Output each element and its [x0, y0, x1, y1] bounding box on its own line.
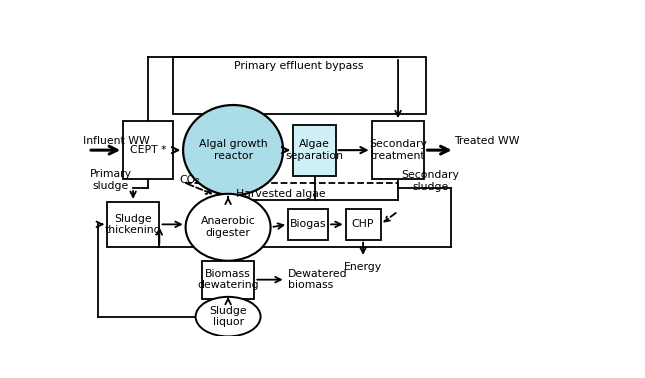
Ellipse shape: [186, 194, 271, 261]
Bar: [107, 202, 159, 247]
Text: Sludge
liquor: Sludge liquor: [209, 306, 247, 327]
Text: Biomass
dewatering: Biomass dewatering: [197, 269, 259, 290]
Text: Energy: Energy: [344, 262, 382, 272]
Bar: [288, 209, 328, 240]
Text: Primary effluent bypass: Primary effluent bypass: [234, 61, 364, 71]
Bar: [293, 125, 336, 176]
Bar: [123, 121, 173, 179]
Text: CO₂: CO₂: [179, 175, 200, 185]
Text: Primary
sludge: Primary sludge: [90, 169, 132, 191]
Bar: [202, 261, 254, 299]
Text: Biogas: Biogas: [290, 219, 326, 229]
Text: Treated WW: Treated WW: [455, 136, 520, 146]
Ellipse shape: [195, 297, 261, 336]
Bar: [173, 57, 426, 114]
Text: Dewatered
biomass: Dewatered biomass: [288, 269, 348, 290]
Text: Algae
separation: Algae separation: [286, 139, 344, 161]
Text: Influent WW: Influent WW: [83, 136, 150, 146]
Text: Secondary
sludge: Secondary sludge: [402, 170, 459, 192]
Bar: [372, 121, 424, 179]
Text: Sludge
thickening: Sludge thickening: [104, 214, 161, 235]
Text: Anaerobic
digester: Anaerobic digester: [201, 217, 255, 238]
Text: Harvested algae: Harvested algae: [236, 189, 325, 199]
Text: Algal growth
reactor: Algal growth reactor: [199, 139, 268, 161]
Bar: [346, 209, 381, 240]
Ellipse shape: [183, 105, 283, 195]
Text: CHP: CHP: [352, 219, 374, 229]
Text: Secondary
treatment: Secondary treatment: [369, 139, 427, 161]
Text: CEPT *: CEPT *: [130, 145, 166, 155]
